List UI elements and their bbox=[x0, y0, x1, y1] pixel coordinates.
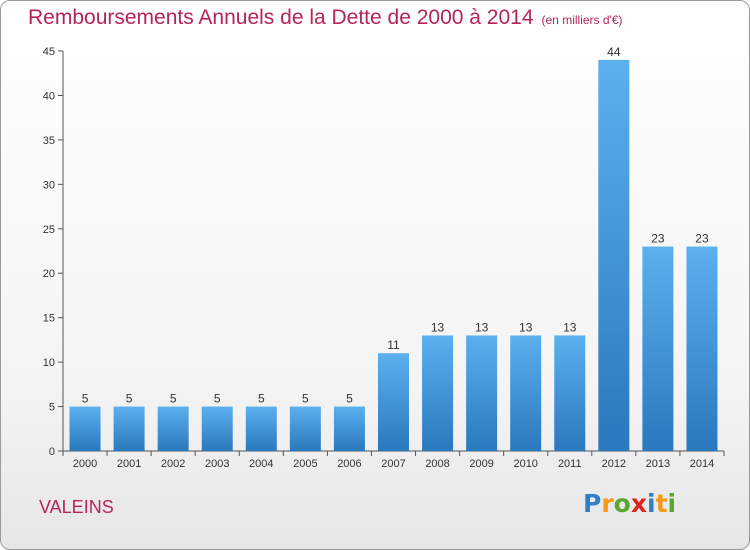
x-tick-label: 2000 bbox=[73, 458, 97, 470]
data-label: 5 bbox=[302, 392, 309, 406]
data-label: 5 bbox=[214, 392, 221, 406]
logo-letter: o bbox=[613, 489, 631, 518]
data-label: 13 bbox=[431, 320, 445, 334]
bar bbox=[378, 353, 409, 451]
bars bbox=[69, 59, 718, 452]
bar bbox=[245, 406, 277, 451]
proxiti-logo: Proxiti bbox=[583, 489, 676, 518]
bar bbox=[157, 406, 189, 451]
x-tick-label: 2014 bbox=[690, 458, 714, 470]
x-tick-label: 2002 bbox=[161, 458, 185, 470]
data-label: 5 bbox=[346, 392, 353, 406]
x-tick-label: 2012 bbox=[602, 458, 626, 470]
y-tick-label: 40 bbox=[43, 90, 55, 102]
logo-letter: x bbox=[630, 489, 647, 518]
x-tick-label: 2007 bbox=[381, 458, 405, 470]
bar bbox=[510, 335, 542, 451]
y-tick-label: 30 bbox=[43, 179, 55, 191]
chart-title: Remboursements Annuels de la Dette de 20… bbox=[28, 6, 623, 30]
bar bbox=[333, 406, 365, 451]
logo-letter: i bbox=[647, 489, 656, 518]
chart-subtitle: (en milliers d'€) bbox=[541, 13, 623, 27]
bar bbox=[466, 335, 498, 451]
logo-letter: i bbox=[667, 489, 677, 518]
data-label: 13 bbox=[475, 320, 489, 334]
y-tick-label: 5 bbox=[49, 402, 55, 414]
bar bbox=[69, 406, 101, 451]
x-tick-label: 2013 bbox=[646, 458, 670, 470]
data-label: 5 bbox=[258, 392, 265, 406]
x-tick-label: 2011 bbox=[558, 458, 582, 470]
y-tick-label: 15 bbox=[43, 313, 55, 325]
chart-title-text: Remboursements Annuels de la Dette de 20… bbox=[28, 6, 534, 29]
bar bbox=[422, 335, 454, 451]
logo-letter: P bbox=[583, 489, 602, 518]
bar bbox=[554, 335, 586, 451]
bar bbox=[598, 59, 630, 452]
x-tick-label: 2008 bbox=[425, 458, 449, 470]
bar bbox=[686, 246, 718, 451]
y-tick-label: 35 bbox=[43, 135, 55, 147]
data-label: 44 bbox=[607, 45, 621, 59]
x-tick-label: 2006 bbox=[337, 458, 361, 470]
data-labels: 5 5 5 5 5 5 5 11 13 13 13 13 44 23 23 bbox=[82, 45, 709, 406]
x-tick-label: 2001 bbox=[117, 458, 141, 470]
data-label: 5 bbox=[126, 392, 133, 406]
x-tick-label: 2010 bbox=[513, 458, 537, 470]
data-label: 5 bbox=[82, 392, 89, 406]
x-tick-label: 2009 bbox=[469, 458, 493, 470]
data-label: 23 bbox=[651, 232, 665, 246]
logo-letter: t bbox=[655, 489, 668, 518]
bar bbox=[642, 246, 674, 451]
y-tick-label: 20 bbox=[43, 268, 55, 280]
x-tick-label: 2005 bbox=[293, 458, 317, 470]
location-label: VALEINS bbox=[39, 497, 114, 517]
bar bbox=[113, 406, 145, 451]
data-label: 23 bbox=[695, 232, 709, 246]
logo-letter: r bbox=[601, 489, 614, 518]
x-tick-label: 2003 bbox=[205, 458, 229, 470]
x-tick-label: 2004 bbox=[249, 458, 273, 470]
data-label: 11 bbox=[387, 338, 400, 352]
y-tick-label: 0 bbox=[49, 446, 55, 458]
y-tick-label: 25 bbox=[43, 224, 55, 236]
data-label: 13 bbox=[563, 320, 577, 334]
data-label: 5 bbox=[170, 392, 177, 406]
bar bbox=[289, 406, 321, 451]
y-tick-label: 45 bbox=[43, 46, 55, 58]
data-label: 13 bbox=[519, 320, 533, 334]
y-tick-label: 10 bbox=[43, 357, 55, 369]
bar bbox=[201, 406, 233, 451]
